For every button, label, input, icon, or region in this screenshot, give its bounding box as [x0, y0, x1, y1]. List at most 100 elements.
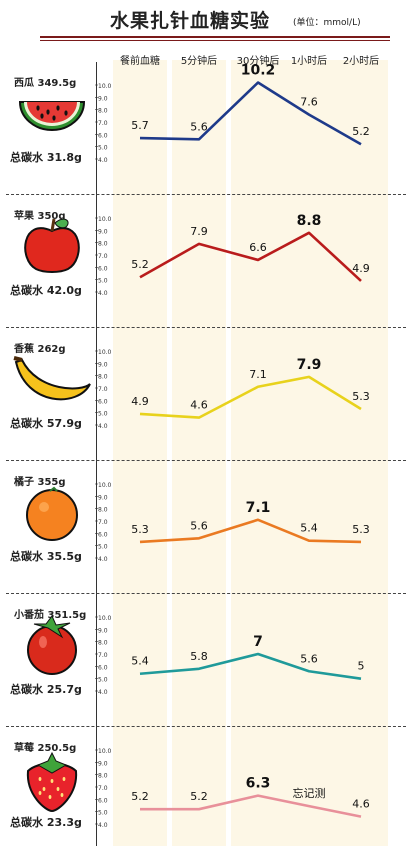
title-underline: [40, 36, 390, 38]
data-label: 5.2: [131, 258, 149, 271]
column-header: 30分钟后: [236, 56, 280, 67]
data-label: 4.9: [352, 262, 370, 275]
y-tick-label: 5.0: [98, 810, 108, 817]
y-tick-label: 4.0: [98, 157, 108, 164]
apple-icon: [24, 218, 80, 273]
fruit-name: 小番茄 351.5g: [14, 610, 87, 621]
y-tick-label: 10.0: [98, 748, 112, 755]
data-label: 5.2: [190, 790, 208, 803]
y-tick-label: 6.0: [98, 398, 108, 405]
column-band: [113, 60, 167, 846]
y-tick-label: 8.0: [98, 773, 108, 780]
total-carb-label: 总碳水 57.9g: [10, 417, 82, 430]
y-tick-label: 8.0: [98, 374, 108, 381]
cherry-tomato-icon: [27, 615, 77, 675]
data-label: 7.6: [300, 96, 318, 109]
data-label: 5.4: [300, 522, 318, 535]
column-band: [231, 60, 285, 846]
data-label: 7.9: [190, 225, 208, 238]
y-tick-label: 10.0: [98, 216, 112, 223]
data-label: 7.1: [246, 500, 271, 516]
data-label: 10.2: [241, 63, 276, 79]
data-label: 5.6: [190, 519, 208, 532]
y-tick-label: 4.0: [98, 689, 108, 696]
y-tick-label: 6.0: [98, 664, 108, 671]
banana-icon: [13, 356, 91, 401]
y-tick-label: 10.0: [98, 615, 112, 622]
total-carb-label: 总碳水 23.3g: [10, 816, 82, 829]
data-label: 5: [358, 660, 365, 673]
y-tick-label: 9.0: [98, 627, 108, 634]
y-tick-label: 6.0: [98, 797, 108, 804]
data-label: 4.9: [131, 395, 149, 408]
data-label: 5.3: [352, 523, 370, 536]
y-tick-label: 8.0: [98, 507, 108, 514]
y-tick-label: 5.0: [98, 411, 108, 418]
column-band: [172, 60, 226, 846]
y-tick-label: 4.0: [98, 423, 108, 430]
y-tick-label: 9.0: [98, 760, 108, 767]
data-label: 7.9: [297, 357, 322, 373]
data-label: 5.6: [300, 652, 318, 665]
y-tick-label: 6.0: [98, 531, 108, 538]
y-tick-label: 4.0: [98, 290, 108, 297]
data-label: 4.6: [190, 399, 208, 412]
data-label: 忘记测: [293, 786, 326, 800]
panel-separator: [6, 460, 406, 461]
data-label: 5.3: [352, 390, 370, 403]
y-tick-label: 8.0: [98, 108, 108, 115]
title-underline-thin: [40, 40, 390, 41]
data-label: 5.2: [352, 125, 370, 138]
y-tick-label: 5.0: [98, 544, 108, 551]
panel-separator: [6, 194, 406, 195]
data-label: 5.8: [190, 650, 208, 663]
series-line: [139, 518, 362, 544]
data-label: 6.3: [246, 776, 271, 792]
series-line: [139, 81, 362, 146]
y-tick-label: 7.0: [98, 253, 108, 260]
column-header: 餐前血糖: [120, 56, 160, 67]
y-tick-label: 7.0: [98, 652, 108, 659]
y-tick-label: 9.0: [98, 494, 108, 501]
column-band: [334, 60, 388, 846]
data-label: 5.2: [131, 790, 149, 803]
total-carb-label: 总碳水 31.8g: [10, 151, 82, 164]
y-tick-label: 9.0: [98, 95, 108, 102]
y-tick-label: 6.0: [98, 132, 108, 139]
y-tick-label: 7.0: [98, 785, 108, 792]
data-label: 5.7: [131, 119, 149, 132]
data-label: 5.6: [190, 120, 208, 133]
fruit-name: 橘子 355g: [14, 477, 66, 488]
fruit-name: 香蕉 262g: [14, 344, 66, 355]
column-header: 2小时后: [342, 56, 380, 67]
watermelon-icon: [18, 101, 86, 131]
y-tick-label: 10.0: [98, 349, 112, 356]
y-tick-label: 7.0: [98, 120, 108, 127]
y-tick-label: 4.0: [98, 822, 108, 829]
page-title: 水果扎针血糖实验: [110, 10, 271, 32]
y-tick-label: 4.0: [98, 556, 108, 563]
y-tick-label: 8.0: [98, 640, 108, 647]
series-line: [139, 375, 362, 419]
y-tick-label: 5.0: [98, 145, 108, 152]
y-tick-label: 9.0: [98, 361, 108, 368]
column-header: 5分钟后: [180, 56, 218, 67]
total-carb-label: 总碳水 42.0g: [10, 284, 82, 297]
data-label: 6.6: [249, 241, 267, 254]
data-label: 5.3: [131, 523, 149, 536]
fruit-name: 草莓 250.5g: [14, 743, 77, 754]
y-tick-label: 9.0: [98, 228, 108, 235]
panel-separator: [6, 327, 406, 328]
data-label: 7: [253, 634, 263, 650]
strawberry-icon: [26, 751, 78, 813]
fruit-name: 西瓜 349.5g: [14, 78, 77, 89]
y-tick-label: 10.0: [98, 482, 112, 489]
y-tick-label: 6.0: [98, 265, 108, 272]
fruit-name: 苹果 350g: [14, 211, 66, 222]
panel-separator: [6, 726, 406, 727]
y-tick-label: 5.0: [98, 677, 108, 684]
y-tick-label: 10.0: [98, 83, 112, 90]
column-header: 1小时后: [290, 56, 328, 67]
